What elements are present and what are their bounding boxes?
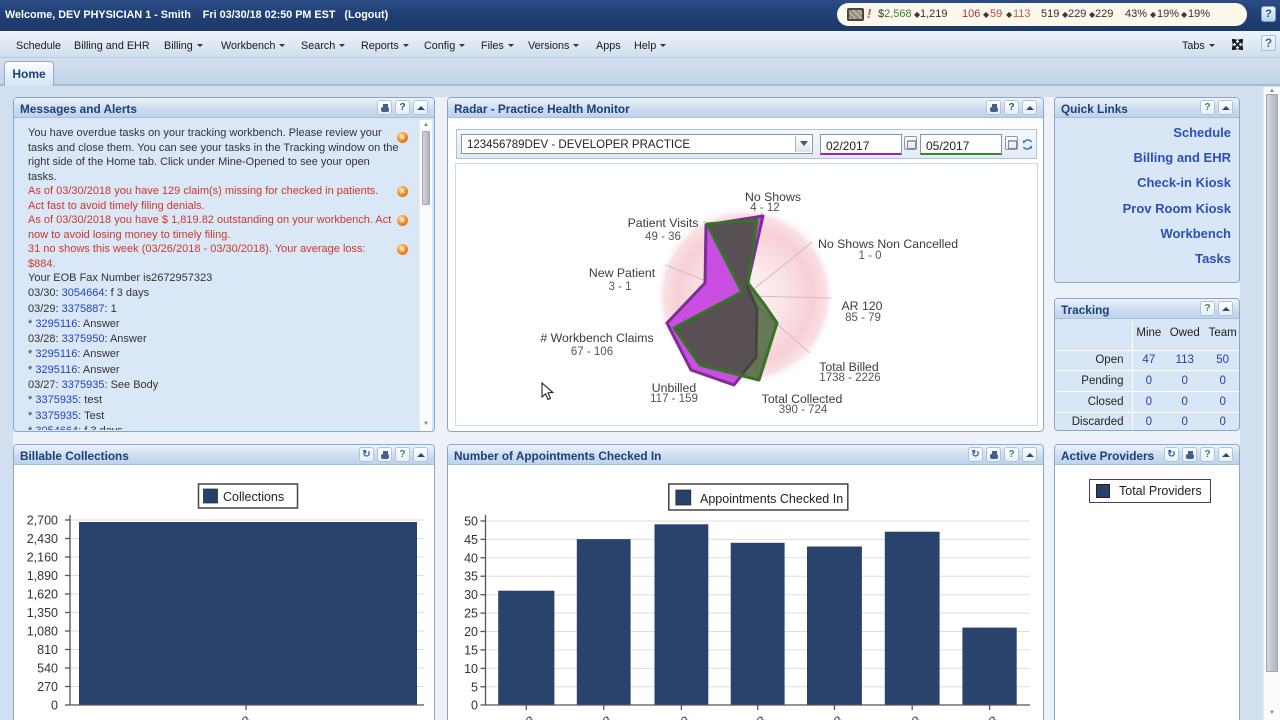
svg-text:Unbilled: Unbilled [652, 381, 697, 395]
svg-text:49 - 36: 49 - 36 [645, 231, 681, 243]
svg-text:20: 20 [464, 625, 478, 639]
svg-text:Mar 28, '18: Mar 28, '18 [942, 713, 1001, 720]
svg-text:# Workbench Claims: # Workbench Claims [540, 331, 653, 345]
svg-text:270: 270 [37, 680, 58, 694]
svg-text:2,430: 2,430 [27, 532, 58, 546]
svg-text:25: 25 [464, 607, 478, 621]
svg-text:5: 5 [471, 680, 478, 694]
svg-text:Collections: Collections [223, 490, 284, 504]
svg-text:1738 - 2226: 1738 - 2226 [819, 372, 880, 384]
svg-text:30: 30 [464, 588, 478, 602]
svg-text:Appointments Checked In: Appointments Checked In [700, 492, 843, 506]
svg-text:Mar 7, '18: Mar 7, '18 [200, 713, 254, 720]
svg-text:AR 120: AR 120 [841, 299, 882, 313]
svg-text:Mar 7, '18: Mar 7, '18 [484, 713, 538, 720]
svg-text:Mar 14, '18: Mar 14, '18 [634, 713, 693, 720]
svg-text:40: 40 [464, 551, 478, 565]
svg-text:4 - 12: 4 - 12 [750, 202, 779, 214]
svg-text:10: 10 [464, 662, 478, 676]
svg-text:50: 50 [464, 515, 478, 529]
svg-text:Total Collected: Total Collected [762, 392, 843, 406]
svg-text:117 - 159: 117 - 159 [650, 393, 698, 405]
svg-text:15: 15 [464, 643, 478, 657]
svg-text:85 - 79: 85 - 79 [845, 312, 881, 324]
svg-text:35: 35 [464, 570, 478, 584]
svg-text:3 - 1: 3 - 1 [608, 281, 631, 293]
svg-text:1,890: 1,890 [27, 569, 58, 583]
svg-text:1 - 0: 1 - 0 [858, 250, 881, 262]
svg-text:1,080: 1,080 [27, 625, 58, 639]
svg-text:0: 0 [51, 699, 58, 713]
svg-text:Mar 26, '18: Mar 26, '18 [865, 713, 924, 720]
svg-text:0: 0 [471, 699, 478, 713]
svg-text:No Shows: No Shows [745, 190, 801, 204]
svg-text:New Patient: New Patient [589, 266, 656, 280]
svg-text:Mar 12, '18: Mar 12, '18 [556, 713, 615, 720]
svg-text:Mar 19, '18: Mar 19, '18 [710, 713, 769, 720]
svg-text:Total Billed: Total Billed [819, 360, 879, 374]
svg-text:Mar 21, '18: Mar 21, '18 [787, 713, 846, 720]
svg-text:1,620: 1,620 [27, 588, 58, 602]
svg-text:67 - 106: 67 - 106 [571, 346, 613, 358]
svg-text:390 - 724: 390 - 724 [779, 404, 828, 416]
svg-text:No Shows Non Cancelled: No Shows Non Cancelled [818, 237, 958, 251]
svg-text:540: 540 [37, 662, 58, 676]
svg-text:2,700: 2,700 [27, 514, 58, 528]
svg-text:45: 45 [464, 533, 478, 547]
svg-text:810: 810 [37, 643, 58, 657]
svg-text:2,160: 2,160 [27, 551, 58, 565]
svg-text:1,350: 1,350 [27, 606, 58, 620]
svg-text:Patient Visits: Patient Visits [628, 216, 699, 230]
